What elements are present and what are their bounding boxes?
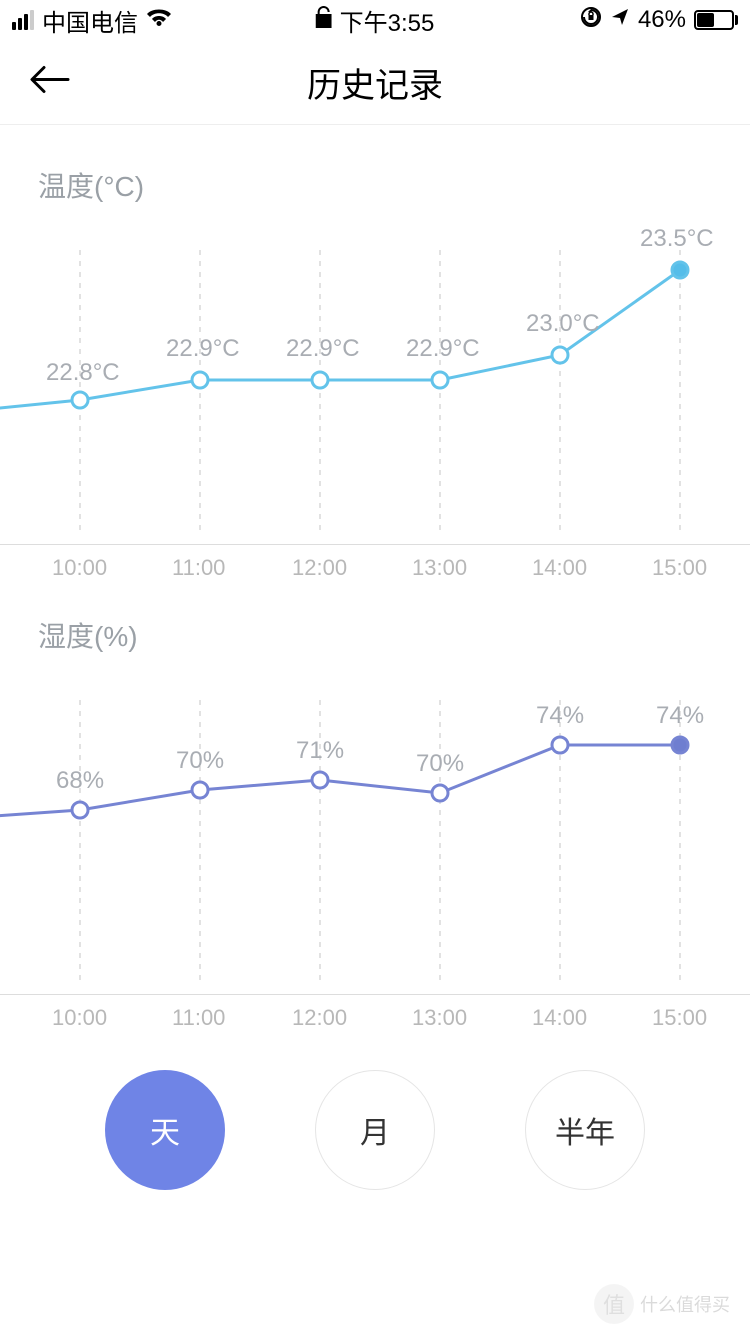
svg-text:23.5°C: 23.5°C [640,225,714,252]
xaxis-tick: 12:00 [292,555,347,581]
status-center: 下午3:55 [316,3,435,38]
humidity-xaxis: 10:0011:0012:0013:0014:0015:00 [0,995,750,1025]
xaxis-tick: 10:00 [52,1005,107,1031]
watermark-badge: 值 [594,1284,634,1324]
svg-text:70%: 70% [176,747,224,774]
humidity-chart: 68% 70% 71% 70% 74% 74% [0,665,750,995]
carrier-label: 中国电信 [42,3,138,38]
xaxis-tick: 14:00 [532,555,587,581]
back-button[interactable] [30,64,70,101]
temperature-title: 温度(°C) [0,165,750,205]
status-bar: 中国电信 下午3:55 46% [0,0,750,40]
location-icon [610,6,630,34]
svg-text:70%: 70% [416,750,464,777]
svg-text:71%: 71% [296,737,344,764]
watermark: 值 什么值得买 [594,1284,730,1324]
tab-month[interactable]: 月 [315,1070,435,1190]
svg-text:23.0°C: 23.0°C [526,310,600,337]
humidity-section: 湿度(%) 68% 70% 71% 70% 74% 74% 10:0011:0012:00… [0,575,750,1025]
battery-pct: 46% [638,6,686,34]
svg-text:22.8°C: 22.8°C [46,359,120,386]
xaxis-tick: 10:00 [52,555,107,581]
xaxis-tick: 14:00 [532,1005,587,1031]
signal-icon [12,10,34,30]
svg-text:68%: 68% [56,767,104,794]
range-tabs: 天 月 半年 [0,1025,750,1190]
tab-halfyear[interactable]: 半年 [525,1070,645,1190]
lock-icon [316,6,332,35]
humidity-title: 湿度(%) [0,615,750,655]
svg-text:74%: 74% [536,702,584,729]
watermark-text: 什么值得买 [640,1291,730,1317]
temperature-chart: 22.8°C 22.9°C 22.9°C 22.9°C 23.0°C 23.5°C [0,215,750,545]
status-right: 46% [580,6,738,35]
arrow-left-icon [30,64,70,96]
svg-text:22.9°C: 22.9°C [166,335,240,362]
xaxis-tick: 11:00 [172,555,225,581]
nav-bar: 历史记录 [0,40,750,125]
xaxis-tick: 15:00 [652,1005,707,1031]
status-left: 中国电信 [12,3,172,38]
temperature-xaxis: 10:0011:0012:0013:0014:0015:00 [0,545,750,575]
svg-text:74%: 74% [656,702,704,729]
temperature-section: 温度(°C) 22.8°C 22.9°C 22.9°C 22.9°C 23.0°C 23.… [0,125,750,575]
svg-text:22.9°C: 22.9°C [286,335,360,362]
xaxis-tick: 12:00 [292,1005,347,1031]
wifi-icon [146,6,172,34]
tab-day[interactable]: 天 [105,1070,225,1190]
xaxis-tick: 13:00 [412,1005,467,1031]
svg-text:22.9°C: 22.9°C [406,335,480,362]
xaxis-tick: 11:00 [172,1005,225,1031]
orientation-lock-icon [580,6,602,35]
xaxis-tick: 15:00 [652,555,707,581]
xaxis-tick: 13:00 [412,555,467,581]
battery-icon [694,10,738,30]
page-title: 历史记录 [307,58,443,107]
status-time: 下午3:55 [340,3,435,38]
